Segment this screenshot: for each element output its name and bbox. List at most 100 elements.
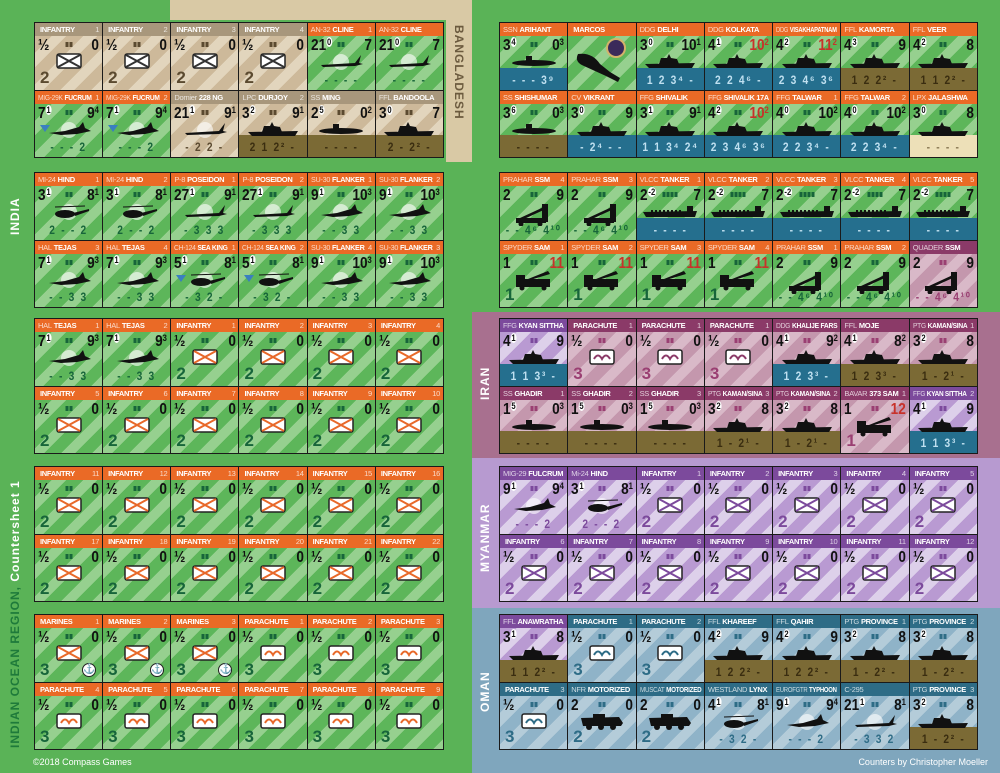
counter-ffl-qahir[interactable]: 42 9 1 2 2² - FFL QAHIR	[773, 615, 841, 682]
counter-ffg-kyan-sittha[interactable]: 41 9 1 1 3³ - FFG KYAN SITTHA 2	[909, 386, 977, 453]
counter-infantry[interactable]: ½ 0 2 INFANTRY 8	[636, 534, 704, 601]
counter-marcos[interactable]: MARCOS	[568, 23, 636, 90]
counter-vlcc-tanker[interactable]: 2-2 7- - - - VLCC TANKER 5	[909, 173, 977, 240]
counter-infantry[interactable]: ½ 0 2 INFANTRY 4	[239, 23, 307, 90]
counter-ffl-khareef[interactable]: 42 9 1 2 2² - FFL KHAREEF	[704, 615, 773, 682]
counter-infantry[interactable]: ½ 0 2 INFANTRY 7	[171, 386, 239, 453]
counter-parachute[interactable]: ½ 0 3 PARACHUTE 2	[307, 615, 375, 682]
counter-infantry[interactable]: ½ 0 2 INFANTRY 10	[375, 386, 443, 453]
counter-infantry[interactable]: ½ 0 2 INFANTRY 6	[103, 386, 171, 453]
counter-ffl-moje[interactable]: 41 82 1 2 3³ - FFL MOJE	[841, 319, 909, 386]
counter-nfr-motorized[interactable]: 2 0 2 NFR MOTORIZED	[568, 682, 636, 749]
counter-p-8-poseidon[interactable]: 271 91- 3 3 3 P-8 POSEIDON 1	[171, 173, 239, 240]
counter-infantry[interactable]: ½ 0 2 INFANTRY 2	[239, 319, 307, 386]
counter-ss-ghadir[interactable]: 15 03- - - - SS GHADIR 2	[568, 386, 636, 453]
counter-infantry[interactable]: ½ 0 2 INFANTRY 3	[307, 319, 375, 386]
counter-mig-29k-fucrum[interactable]: 71 94- - - 2 MIG-29K FUCRUM 1	[35, 90, 103, 157]
counter-lpc-durjoy[interactable]: 32 91 2 1 2² - LPC DURJOY 2	[239, 90, 307, 157]
counter-infantry[interactable]: ½ 0 2 INFANTRY 19	[171, 534, 239, 601]
counter-marines[interactable]: ½ 0 ⚓ 3 MARINES 1	[35, 615, 103, 682]
counter-mi-24-hind[interactable]: 31 81 2 - - 2 Mi-24 HIND	[568, 467, 636, 534]
counter-hal-tejas[interactable]: 71 93- - 3 3 HAL TEJAS 3	[35, 240, 103, 307]
counter-vlcc-tanker[interactable]: 2-2 7- - - - VLCC TANKER 3	[773, 173, 841, 240]
counter-infantry[interactable]: ½ 0 2 INFANTRY 3	[773, 467, 841, 534]
counter-infantry[interactable]: ½ 0 2 INFANTRY 1	[171, 319, 239, 386]
counter-hal-tejas[interactable]: 71 93- - 3 3 HAL TEJAS 1	[35, 319, 103, 386]
counter-infantry[interactable]: ½ 0 2 INFANTRY 20	[239, 534, 307, 601]
counter-cv-vikrant[interactable]: 30 9- 2⁴ - - CV VIKRANT	[568, 90, 636, 157]
counter-lpx-jalashwa[interactable]: 30 8- - - - LPX JALASHWA	[909, 90, 977, 157]
counter-infantry[interactable]: ½ 0 2 INFANTRY 15	[307, 467, 375, 534]
counter-mi-24-hind[interactable]: 31 81 2 - - 2 MI-24 HIND 2	[103, 173, 171, 240]
counter-parachute[interactable]: ½ 0 3 PARACHUTE 5	[103, 682, 171, 749]
counter-infantry[interactable]: ½ 0 2 INFANTRY 12	[103, 467, 171, 534]
counter-parachute[interactable]: ½ 0 3 PARACHUTE 1	[636, 319, 704, 386]
counter-bavar-373-sam[interactable]: 1 12 1 BAVAR 373 SAM 1	[841, 386, 909, 453]
counter-marines[interactable]: ½ 0 ⚓ 3 MARINES 2	[103, 615, 171, 682]
counter-ptg-kaman-sina[interactable]: 32 8 1 - 2¹ - PTG KAMAN/SINA 2	[773, 386, 841, 453]
counter-infantry[interactable]: ½ 0 2 INFANTRY 11	[35, 467, 103, 534]
counter-ffg-kyan-sittha[interactable]: 41 9 1 1 3³ - FFG KYAN SITTHA	[500, 319, 568, 386]
counter-westland-lynx[interactable]: 41 81- 3 2 - WESTLAND LYNX	[704, 682, 773, 749]
counter-spyder-sam[interactable]: 1 11 1 SPYDER SAM 1	[500, 240, 568, 307]
counter-ddg-delhi[interactable]: 30 101 1 2 3⁴ - DDG DELHI	[636, 23, 704, 90]
counter-an-32-cline[interactable]: 210 7- - - - AN-32 CLINE	[375, 23, 443, 90]
counter-muscat-motorized[interactable]: 2 0 2 MUSCAT MOTORIZED	[636, 682, 704, 749]
counter-parachute[interactable]: ½ 0 3 PARACHUTE 2	[636, 615, 704, 682]
counter-infantry[interactable]: ½ 0 2 INFANTRY 7	[568, 534, 636, 601]
counter-parachute[interactable]: ½ 0 3 PARACHUTE 6	[171, 682, 239, 749]
counter-marines[interactable]: ½ 0 ⚓ 3 MARINES 3	[171, 615, 239, 682]
counter-ffl-kamorta[interactable]: 43 9 1 2 2² - FFL KAMORTA	[841, 23, 909, 90]
counter-hal-tejas[interactable]: 71 93- - 3 3 HAL TEJAS 4	[103, 240, 171, 307]
counter-ptg-kaman-sina[interactable]: 32 8 1 - 2¹ - PTG KAMAN/SINA 3	[704, 386, 773, 453]
counter-ss-ming[interactable]: 25 02- - - - SS MING	[307, 90, 375, 157]
counter-ddg-khalije-fars[interactable]: 41 92 1 2 3³ - DDG KHALIJE FARS	[773, 319, 841, 386]
counter-vlcc-tanker[interactable]: 2-2 7- - - - VLCC TANKER 2	[704, 173, 773, 240]
counter-infantry[interactable]: ½ 0 2 INFANTRY 16	[375, 467, 443, 534]
counter-p-8-poseidon[interactable]: 271 91- 3 3 3 P-8 POSEIDON 2	[239, 173, 307, 240]
counter-infantry[interactable]: ½ 0 2 INFANTRY 14	[239, 467, 307, 534]
counter-infantry[interactable]: ½ 0 2 INFANTRY 5	[35, 386, 103, 453]
counter-hal-tejas[interactable]: 71 93- - 3 3 HAL TEJAS 2	[103, 319, 171, 386]
counter-infantry[interactable]: ½ 0 2 INFANTRY 5	[909, 467, 977, 534]
counter-spyder-sam[interactable]: 1 11 1 SPYDER SAM 3	[636, 240, 704, 307]
counter-parachute[interactable]: ½ 0 3 PARACHUTE 4	[35, 682, 103, 749]
counter-vlcc-tanker[interactable]: 2-2 7- - - - VLCC TANKER 1	[636, 173, 704, 240]
counter-vlcc-tanker[interactable]: 2-2 7- - - - VLCC TANKER 4	[841, 173, 909, 240]
counter-parachute[interactable]: ½ 0 3 PARACHUTE 7	[239, 682, 307, 749]
counter-parachute[interactable]: ½ 0 3 PARACHUTE 3	[375, 615, 443, 682]
counter-infantry[interactable]: ½ 0 2 INFANTRY 1	[636, 467, 704, 534]
counter-infantry[interactable]: ½ 0 2 INFANTRY 9	[307, 386, 375, 453]
counter-ch-124-sea-king[interactable]: 51 81- 3 2 - CH-124 SEA KING 1	[171, 240, 239, 307]
counter-parachute[interactable]: ½ 0 3 PARACHUTE 3	[500, 682, 568, 749]
counter-parachute[interactable]: ½ 0 3 PARACHUTE 9	[375, 682, 443, 749]
counter-mi-24-hind[interactable]: 31 81 2 - - 2 MI-24 HIND 1	[35, 173, 103, 240]
counter-an-32-cline[interactable]: 210 7- - - - AN-32 CLINE 1	[307, 23, 375, 90]
counter-infantry[interactable]: ½ 0 2 INFANTRY 22	[375, 534, 443, 601]
counter-infantry[interactable]: ½ 0 2 INFANTRY 8	[239, 386, 307, 453]
counter-dornier-228-ng[interactable]: 211 91- 2 2 - Dornier 228 NG	[171, 90, 239, 157]
counter-infantry[interactable]: ½ 0 2 INFANTRY 9	[704, 534, 773, 601]
counter-infantry[interactable]: ½ 0 2 INFANTRY 4	[375, 319, 443, 386]
counter-ptg-province[interactable]: 32 8 1 - 2² - PTG PROVINCE 2	[909, 615, 977, 682]
counter-ptg-kaman-sina[interactable]: 32 8 1 - 2¹ - PTG KAMAN/SINA 1	[909, 319, 977, 386]
counter-infantry[interactable]: ½ 0 2 INFANTRY 21	[307, 534, 375, 601]
counter-infantry[interactable]: ½ 0 2 INFANTRY 6	[500, 534, 568, 601]
counter-ffg-shivalik[interactable]: 31 91 1 1 3⁴ 2⁴ FFG SHIVALIK	[636, 90, 704, 157]
counter-infantry[interactable]: ½ 0 2 INFANTRY 17	[35, 534, 103, 601]
counter-ptg-province[interactable]: 32 8 1 - 2² - PTG PROVINCE 3	[909, 682, 977, 749]
counter-infantry[interactable]: ½ 0 2 INFANTRY 12	[909, 534, 977, 601]
counter-ssn-arihant[interactable]: 34 03- - - 3⁹ SSN ARIHANT	[500, 23, 568, 90]
counter-spyder-sam[interactable]: 1 11 1 SPYDER SAM 4	[704, 240, 773, 307]
counter-infantry[interactable]: ½ 0 2 INFANTRY 10	[773, 534, 841, 601]
counter-ffl-anawratha[interactable]: 31 8 1 1 2² - FFL ANAWRATHA	[500, 615, 568, 682]
counter-ch-124-sea-king[interactable]: 51 81- 3 2 - CH-124 SEA KING 2	[239, 240, 307, 307]
counter-mig-29-fulcrum[interactable]: 91 94- - - 2 MIG-29 FULCRUM	[500, 467, 568, 534]
counter-su-30-flanker[interactable]: 91 103- - 3 3 SU-30 FLANKER 4	[307, 240, 375, 307]
counter-ptg-province[interactable]: 32 8 1 - 2² - PTG PROVINCE 1	[841, 615, 909, 682]
counter-parachute[interactable]: ½ 0 3 PARACHUTE 1	[568, 615, 636, 682]
